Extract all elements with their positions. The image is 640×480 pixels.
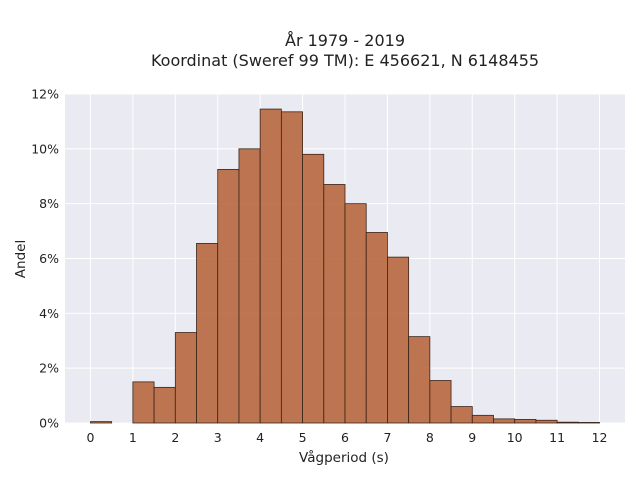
x-tick-label: 12 — [592, 430, 608, 445]
histogram-bar — [344, 203, 367, 424]
histogram-bar — [280, 111, 303, 424]
histogram-bar — [493, 418, 516, 424]
x-tick-label: 0 — [86, 430, 94, 445]
x-tick-label: 6 — [341, 430, 349, 445]
x-tick-label: 5 — [299, 430, 307, 445]
histogram-bar — [302, 153, 325, 424]
histogram-bar — [174, 332, 197, 424]
x-tick-label: 8 — [426, 430, 434, 445]
histogram-bar — [577, 422, 600, 424]
x-tick-label: 4 — [256, 430, 264, 445]
x-tick-labels: 0 1 2 3 4 5 6 7 8 9 10 11 12 — [86, 430, 607, 445]
x-tick-label: 7 — [383, 430, 391, 445]
x-tick-label: 3 — [214, 430, 222, 445]
x-tick-label: 9 — [468, 430, 476, 445]
chart-title-line-1: År 1979 - 2019 — [285, 31, 405, 50]
y-tick-label: 12% — [31, 87, 59, 102]
histogram-bar — [514, 419, 537, 424]
x-tick-label: 11 — [549, 430, 565, 445]
histogram-bar — [323, 184, 346, 424]
histogram-bar — [429, 380, 452, 424]
y-tick-labels: 0% 2% 4% 6% 8% 10% 12% — [31, 87, 59, 431]
histogram-bar — [535, 419, 558, 424]
y-axis-label: Andel — [13, 240, 29, 278]
histogram-bar — [556, 421, 579, 424]
histogram-bar — [196, 243, 219, 424]
histogram-bar — [132, 381, 155, 424]
histogram-bar — [471, 414, 494, 424]
bars — [90, 108, 600, 424]
y-tick-label: 8% — [39, 196, 59, 211]
y-tick-label: 6% — [39, 251, 59, 266]
histogram-bar — [90, 421, 113, 424]
chart-title-line-2: Koordinat (Sweref 99 TM): E 456621, N 61… — [151, 51, 539, 70]
y-tick-label: 0% — [39, 416, 59, 431]
histogram-bar — [153, 386, 176, 424]
y-tick-label: 10% — [31, 141, 59, 156]
x-axis-label: Vågperiod (s) — [299, 449, 389, 466]
x-tick-label: 1 — [129, 430, 137, 445]
histogram-bar — [238, 148, 261, 424]
histogram-bar — [259, 108, 282, 424]
y-tick-label: 4% — [39, 306, 59, 321]
x-tick-label: 10 — [507, 430, 523, 445]
y-tick-label: 2% — [39, 361, 59, 376]
x-tick-label: 2 — [171, 430, 179, 445]
histogram-bar — [450, 406, 473, 424]
histogram-bar — [217, 168, 240, 424]
histogram-bar — [408, 336, 431, 424]
histogram-bar — [387, 256, 410, 424]
histogram-bar — [365, 232, 388, 424]
